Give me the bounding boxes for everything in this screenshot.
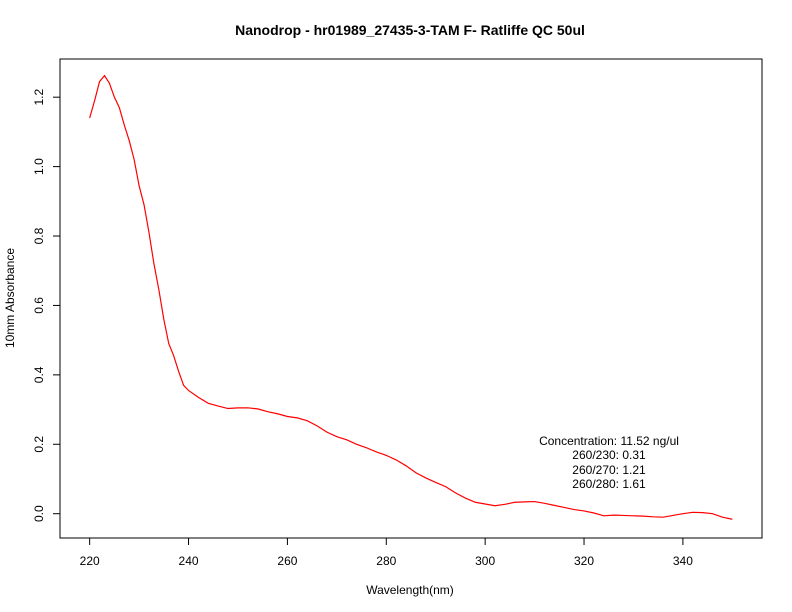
- y-axis: 0.0 0.2 0.4 0.6 0.8 1.0 1.2: [32, 89, 61, 522]
- x-tick-label: 280: [376, 554, 396, 568]
- x-tick-label: 240: [179, 554, 199, 568]
- x-tick-label: 220: [80, 554, 100, 568]
- ratio-260-230-annotation: 260/230: 0.31: [572, 448, 646, 462]
- plot-frame: [59, 58, 763, 539]
- ratio-260-270-annotation: 260/270: 1.21: [572, 463, 646, 477]
- x-tick-label: 260: [277, 554, 297, 568]
- y-tick-label: 1.2: [32, 89, 46, 106]
- x-axis: 220 240 260 280 300 320 340: [80, 537, 693, 568]
- y-axis-label: 10mm Absorbance: [3, 248, 17, 348]
- y-tick-label: 1.0: [32, 158, 46, 175]
- chart-title: Nanodrop - hr01989_27435-3-TAM F- Ratlif…: [235, 22, 585, 38]
- x-tick-label: 320: [574, 554, 594, 568]
- y-tick-label: 0.8: [32, 227, 46, 244]
- y-tick-label: 0.2: [32, 436, 46, 453]
- ratio-260-280-annotation: 260/280: 1.61: [572, 477, 646, 491]
- annotation-block: Concentration: 11.52 ng/ul 260/230: 0.31…: [539, 434, 679, 491]
- x-tick-label: 300: [475, 554, 495, 568]
- concentration-annotation: Concentration: 11.52 ng/ul: [539, 434, 679, 448]
- absorbance-series-line: [89, 74, 733, 520]
- x-tick-label: 340: [673, 554, 693, 568]
- y-tick-label: 0.0: [32, 505, 46, 522]
- y-tick-label: 0.4: [32, 366, 46, 383]
- y-tick-label: 0.6: [32, 297, 46, 314]
- x-axis-label: Wavelength(nm): [366, 583, 454, 597]
